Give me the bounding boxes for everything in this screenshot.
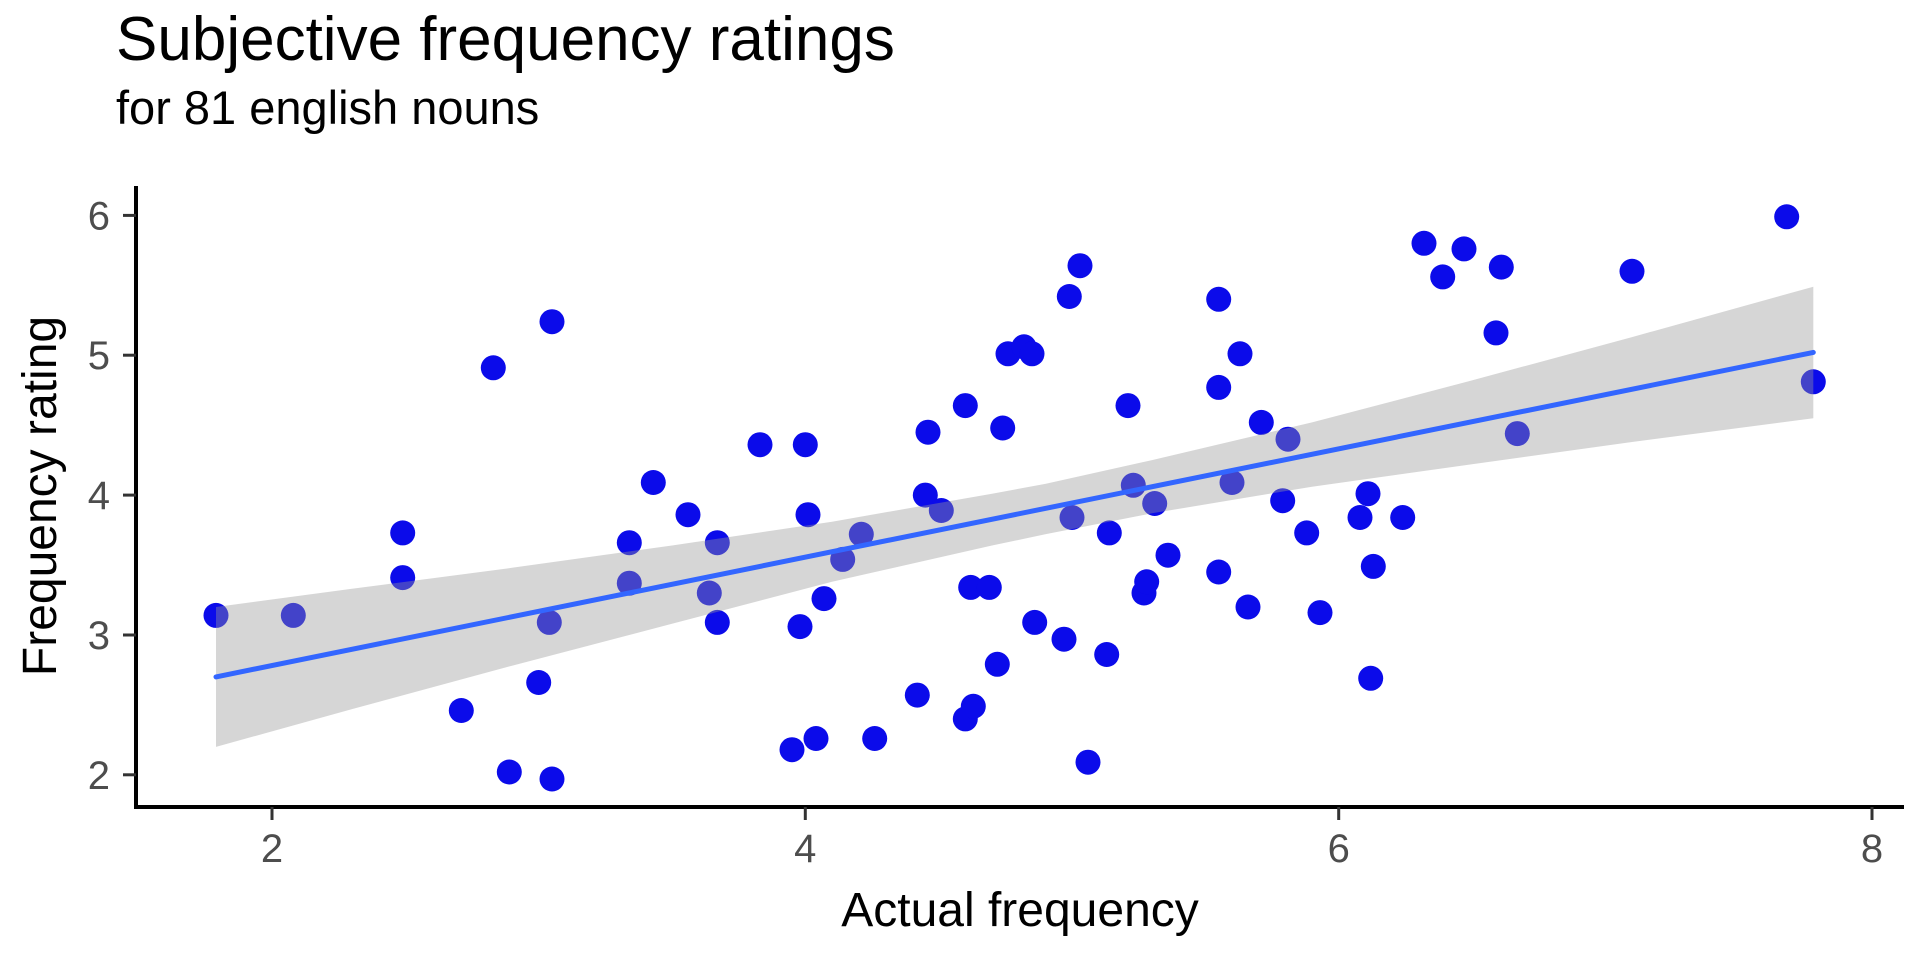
data-point: [915, 419, 941, 445]
data-point: [960, 693, 986, 719]
data-point: [1094, 642, 1120, 667]
plot-subtitle: for 81 english nouns: [116, 81, 539, 134]
data-point: [952, 393, 978, 419]
data-point: [990, 415, 1016, 441]
data-point: [536, 609, 562, 635]
x-tick-label: 6: [1328, 827, 1350, 871]
data-point: [280, 602, 306, 628]
data-point: [1488, 254, 1514, 280]
data-point: [1275, 426, 1301, 452]
data-point: [1270, 488, 1296, 514]
data-point: [1504, 421, 1530, 447]
data-point: [1235, 594, 1261, 620]
data-point: [984, 651, 1010, 677]
data-point: [1022, 609, 1048, 635]
data-point: [1355, 481, 1381, 507]
data-point: [958, 574, 984, 600]
x-tick-label: 2: [261, 827, 283, 871]
data-point: [1134, 569, 1160, 595]
y-axis-title: Frequency rating: [14, 316, 67, 676]
data-point: [803, 726, 829, 751]
data-point: [1294, 520, 1320, 546]
x-tick-label: 8: [1861, 827, 1883, 871]
data-point: [1411, 230, 1437, 256]
data-point: [779, 737, 805, 763]
data-point: [1307, 600, 1333, 626]
data-point: [1206, 286, 1232, 312]
data-point: [1774, 204, 1800, 230]
data-point: [1051, 626, 1077, 652]
data-point: [1347, 505, 1373, 530]
y-tick-label: 4: [88, 474, 110, 518]
data-point: [704, 530, 730, 556]
regression-line: [213, 349, 1816, 680]
data-point: [704, 609, 730, 635]
data-point: [1248, 409, 1274, 435]
y-tick-label: 5: [88, 334, 110, 378]
data-point: [675, 502, 701, 528]
axis-lines: [134, 186, 1904, 809]
data-point: [862, 726, 888, 751]
data-point: [616, 530, 642, 556]
data-point: [811, 586, 837, 612]
data-point: [1219, 470, 1245, 495]
data-point: [1206, 374, 1232, 400]
data-point: [1358, 665, 1384, 691]
data-point: [1059, 505, 1085, 530]
data-point: [1360, 553, 1386, 579]
data-point: [848, 521, 874, 547]
tick-marks: [123, 213, 1874, 820]
scatter-points: [203, 204, 1826, 792]
data-point: [928, 498, 954, 523]
data-point: [904, 682, 930, 708]
plot-title: Subjective frequency ratings: [116, 5, 895, 74]
data-point: [203, 602, 229, 628]
data-point: [1206, 559, 1232, 585]
y-tick-label: 6: [88, 194, 110, 238]
data-point: [696, 580, 722, 606]
data-point: [1483, 320, 1509, 346]
y-tick-label: 2: [88, 754, 110, 798]
x-axis-title: Actual frequency: [841, 884, 1199, 937]
data-point: [390, 520, 416, 546]
data-point: [1451, 236, 1477, 262]
data-point: [496, 759, 522, 785]
data-point: [1019, 341, 1045, 367]
data-point: [747, 432, 773, 458]
data-point: [1096, 520, 1122, 546]
data-point: [640, 470, 666, 495]
data-point: [1067, 253, 1093, 279]
x-tick-label: 4: [794, 827, 816, 871]
data-point: [539, 766, 565, 792]
data-point: [448, 698, 474, 723]
x-axis-tick-labels: 2 4 6 8: [261, 827, 1883, 871]
data-point: [1800, 369, 1826, 395]
data-point: [1227, 341, 1253, 367]
data-point: [787, 614, 813, 640]
data-point: [976, 574, 1002, 600]
data-point: [1142, 491, 1168, 516]
data-point: [1155, 542, 1181, 568]
data-point: [390, 565, 416, 591]
data-point: [1075, 749, 1101, 775]
data-point: [526, 670, 552, 695]
data-point: [795, 502, 821, 528]
data-point: [792, 432, 818, 458]
data-point: [1390, 505, 1416, 530]
data-point: [539, 309, 565, 335]
y-axis-tick-labels: 2 3 4 5 6: [88, 194, 110, 797]
data-point: [480, 355, 506, 381]
data-point: [1619, 258, 1645, 284]
data-point: [1430, 264, 1456, 290]
data-point: [912, 482, 938, 508]
data-point: [1115, 393, 1141, 419]
y-tick-label: 3: [88, 614, 110, 658]
data-point: [1056, 284, 1082, 309]
